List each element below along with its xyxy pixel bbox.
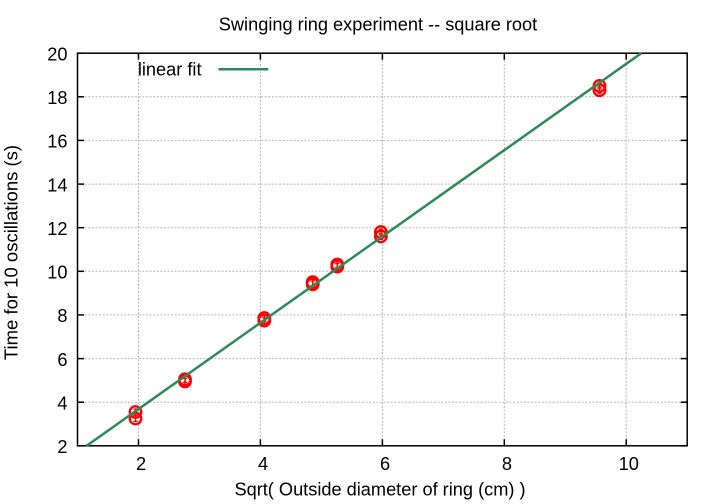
svg-text:14: 14 (47, 175, 67, 195)
svg-text:6: 6 (380, 454, 390, 474)
svg-text:10: 10 (619, 454, 639, 474)
svg-text:2: 2 (136, 454, 146, 474)
svg-text:Time for 10 oscillations (s): Time for 10 oscillations (s) (1, 145, 22, 360)
svg-text:4: 4 (57, 393, 67, 413)
svg-text:Sqrt( Outside diameter of ring: Sqrt( Outside diameter of ring (cm) ) (234, 479, 525, 499)
svg-text:6: 6 (57, 350, 67, 370)
svg-text:20: 20 (47, 44, 67, 64)
svg-text:Swinging ring experiment -- sq: Swinging ring experiment -- square root (219, 14, 537, 34)
svg-text:4: 4 (258, 454, 268, 474)
svg-text:18: 18 (47, 88, 67, 108)
svg-text:linear fit: linear fit (138, 60, 202, 80)
svg-text:16: 16 (47, 132, 67, 152)
svg-text:8: 8 (502, 454, 512, 474)
svg-text:2: 2 (57, 437, 67, 457)
svg-text:8: 8 (57, 306, 67, 326)
svg-text:10: 10 (47, 263, 67, 283)
svg-text:12: 12 (47, 219, 67, 239)
